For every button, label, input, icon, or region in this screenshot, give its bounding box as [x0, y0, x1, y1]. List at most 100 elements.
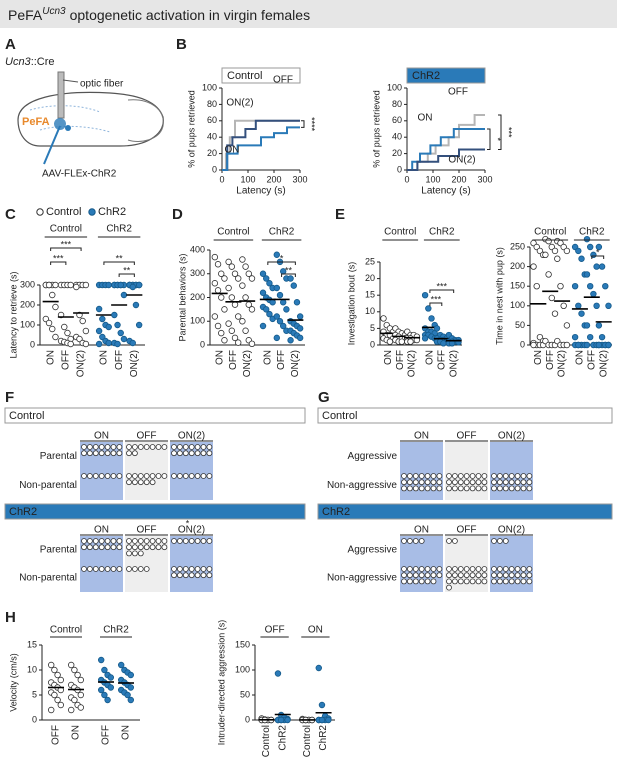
y-tick-label: 250	[510, 241, 525, 251]
subject	[412, 485, 419, 492]
data-point	[225, 258, 232, 266]
data-point	[77, 704, 84, 711]
category-label: ON(2)	[76, 350, 87, 377]
data-point	[120, 335, 128, 343]
data-point	[266, 310, 273, 318]
subject	[418, 473, 425, 479]
data-point	[211, 280, 219, 287]
y-tick-label: 40	[207, 132, 217, 142]
subject	[200, 572, 207, 579]
subject	[171, 444, 177, 450]
data-point	[101, 666, 108, 674]
subject	[496, 578, 503, 585]
data-point	[279, 322, 287, 330]
y-tick-label: 300	[190, 268, 205, 278]
subject	[110, 538, 117, 544]
data-point	[563, 322, 571, 329]
stat-label: ***	[431, 294, 442, 304]
count-group	[491, 473, 533, 492]
subject	[491, 578, 497, 585]
subject	[469, 566, 476, 572]
y-tick-label: 15	[27, 639, 37, 649]
title-box	[406, 67, 486, 84]
data-point	[259, 289, 267, 296]
category-label: OFF	[545, 350, 556, 370]
subject	[457, 578, 464, 585]
count-group	[126, 538, 168, 557]
subject	[463, 572, 470, 579]
subject	[481, 566, 488, 572]
subject	[457, 485, 464, 492]
count-group	[446, 473, 488, 492]
data-point	[563, 341, 571, 349]
subject	[161, 473, 168, 479]
subject	[137, 444, 144, 450]
subject	[430, 485, 437, 492]
subject	[92, 566, 99, 572]
y-axis-label: % of pups retrieved	[371, 90, 381, 168]
subject	[188, 473, 195, 479]
column-label: ON(2)	[178, 525, 205, 536]
data-point	[557, 283, 564, 290]
block-title: Control	[9, 410, 44, 422]
subject	[502, 538, 509, 544]
data-point	[593, 263, 600, 270]
subject	[502, 485, 509, 492]
subject	[401, 566, 407, 572]
data-point	[421, 335, 429, 342]
y-tick-label: 0	[32, 714, 37, 724]
data-point	[325, 716, 332, 724]
stat-bracket	[118, 273, 135, 277]
subject	[430, 479, 437, 486]
subject	[514, 578, 521, 585]
subject	[520, 479, 527, 486]
subject	[502, 479, 509, 486]
stat-bracket	[429, 289, 455, 293]
y-tick-label: 5	[32, 689, 37, 699]
subject	[149, 479, 156, 486]
pefa-cells	[54, 118, 66, 130]
subject	[92, 473, 99, 479]
data-point	[605, 341, 612, 349]
subject	[126, 550, 132, 557]
subject	[200, 538, 207, 544]
data-point	[120, 291, 128, 299]
subject	[194, 538, 201, 544]
stat-label: *	[186, 518, 190, 528]
category-label: ON	[425, 350, 436, 365]
data-point	[425, 305, 432, 312]
data-point	[231, 301, 239, 308]
subject	[526, 566, 533, 572]
data-point	[127, 684, 134, 691]
subject	[469, 578, 476, 585]
data-point	[132, 301, 140, 309]
data-point	[380, 315, 387, 322]
y-tick-label: 200	[20, 299, 35, 309]
panel-letter: H	[5, 609, 16, 626]
data-point	[221, 337, 228, 344]
y-tick-label: 0	[245, 714, 250, 724]
count-group	[401, 473, 443, 492]
count-group	[81, 444, 123, 457]
data-point	[279, 299, 287, 306]
subject	[176, 450, 183, 457]
data-point	[575, 247, 582, 255]
pefa-cells	[65, 125, 71, 131]
column-label: ON	[414, 431, 429, 442]
subject	[149, 473, 156, 479]
data-point	[259, 270, 267, 277]
subject	[491, 485, 497, 492]
category-label: ON(2)	[598, 350, 609, 377]
series-line	[407, 148, 485, 171]
subject	[526, 473, 533, 479]
subject	[401, 538, 407, 544]
panel-letter: C	[5, 206, 16, 223]
subject	[424, 578, 431, 585]
subject	[514, 572, 521, 579]
subject	[502, 578, 509, 585]
subject	[155, 473, 162, 479]
data-point	[99, 315, 106, 323]
legend-marker	[36, 208, 44, 216]
subject	[412, 578, 419, 585]
y-tick-label: 100	[20, 319, 35, 329]
